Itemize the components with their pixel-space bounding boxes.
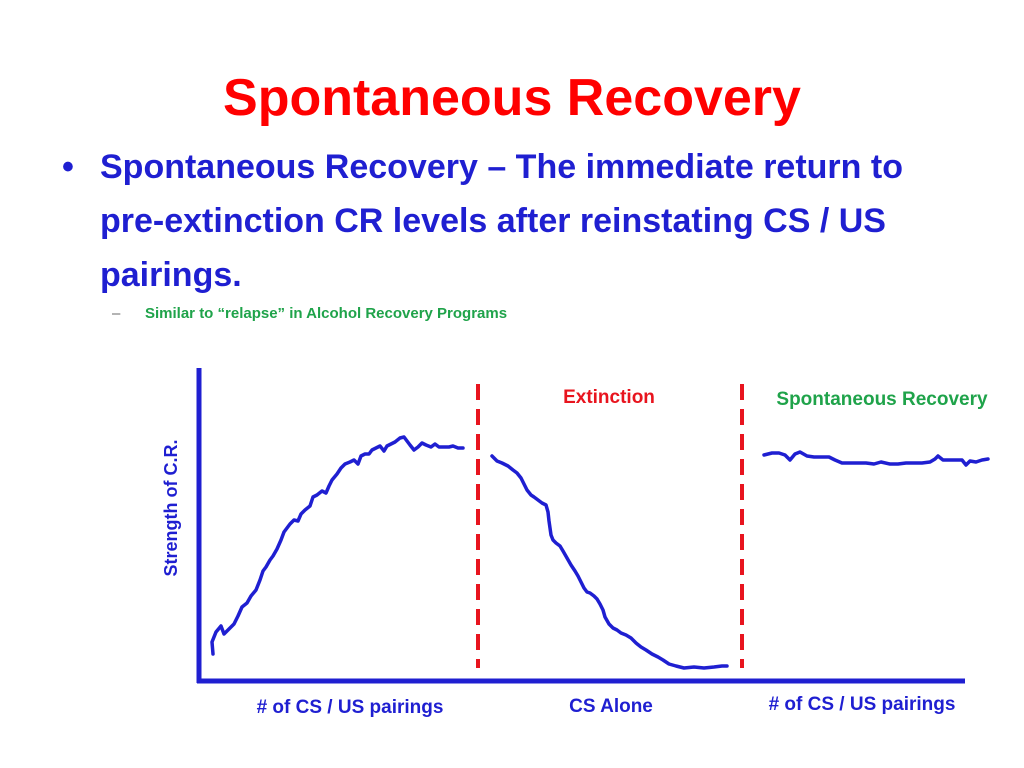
x-label-recovery: # of CS / US pairings xyxy=(769,694,956,715)
x-label-extinction: CS Alone xyxy=(569,696,653,717)
phase-header-recovery: Spontaneous Recovery xyxy=(776,389,988,410)
sub-bullet: – Similar to “relapse” in Alcohol Recove… xyxy=(112,304,507,324)
main-bullet: • Spontaneous Recovery – The immediate r… xyxy=(62,140,942,302)
main-bullet-text: Spontaneous Recovery – The immediate ret… xyxy=(100,148,903,294)
x-label-acquisition: # of CS / US pairings xyxy=(257,697,444,718)
slide-title: Spontaneous Recovery xyxy=(223,69,801,127)
sub-bullet-marker: – xyxy=(112,305,121,322)
acquisition-curve xyxy=(210,435,465,656)
y-axis-label: Strength of C.R. xyxy=(161,440,181,577)
sub-bullet-text: Similar to “relapse” in Alcohol Recovery… xyxy=(145,305,508,322)
bullet-dot-icon: • xyxy=(62,148,74,186)
phase-header-extinction: Extinction xyxy=(563,387,655,408)
recovery-curve xyxy=(762,450,990,467)
extinction-curve xyxy=(490,454,729,670)
